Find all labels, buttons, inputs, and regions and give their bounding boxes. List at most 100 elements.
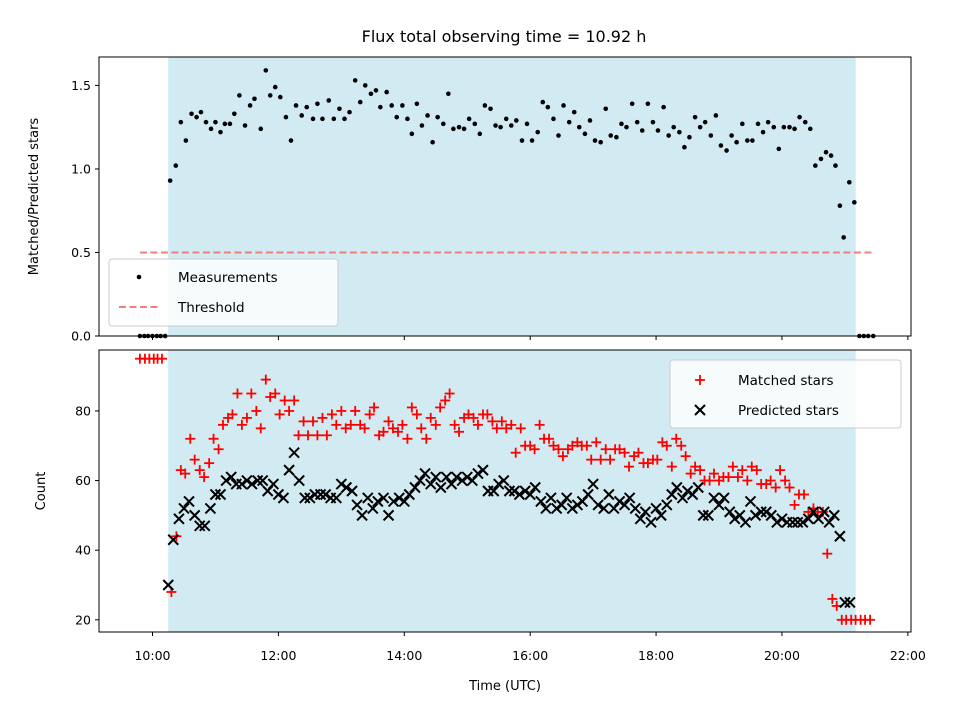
predicted-star-point xyxy=(639,506,652,518)
y-tick-label: 80 xyxy=(75,403,91,418)
predicted-star-point xyxy=(256,474,269,487)
measurement-point xyxy=(671,124,676,130)
measurement-point xyxy=(208,126,214,132)
measurement-point xyxy=(760,129,766,135)
predicted-star-point xyxy=(367,502,379,515)
predicted-star-point xyxy=(204,502,217,515)
measurement-point xyxy=(823,149,829,155)
predicted-star-point xyxy=(503,485,516,497)
predicted-star-point xyxy=(697,509,709,522)
measurement-point xyxy=(503,116,509,122)
measurement-point xyxy=(603,106,609,112)
y-tick-label: 60 xyxy=(75,473,91,488)
predicted-star-point xyxy=(598,502,610,515)
predicted-star-point xyxy=(834,530,846,542)
legend-cross-glyph xyxy=(694,404,706,416)
measurement-point xyxy=(582,131,588,137)
measurement-point xyxy=(178,119,184,125)
measurement-point xyxy=(320,116,325,122)
measurement-point xyxy=(477,131,483,137)
x-tick-label: 18:00 xyxy=(638,648,674,663)
predicted-star-point xyxy=(765,509,777,522)
predicted-star-point xyxy=(440,471,453,483)
predicted-star-point xyxy=(776,513,788,525)
x-tick-label: 20:00 xyxy=(764,648,800,663)
measurement-point xyxy=(724,148,729,153)
measurement-point xyxy=(247,103,253,108)
predicted-star-point xyxy=(535,495,547,508)
measurement-point xyxy=(661,104,666,110)
predicted-star-point xyxy=(377,492,390,504)
measurement-point xyxy=(378,104,383,110)
measurement-point xyxy=(488,106,493,112)
predicted-star-point xyxy=(304,492,316,504)
measurement-point xyxy=(352,78,358,83)
predicted-star-point xyxy=(671,481,683,494)
predicted-star-point xyxy=(162,579,174,591)
measurement-point xyxy=(213,119,218,125)
predicted-star-point xyxy=(560,492,573,504)
predicted-star-point xyxy=(729,513,741,525)
predicted-star-point xyxy=(362,492,374,504)
measurement-point xyxy=(435,114,440,120)
predicted-star-point xyxy=(623,492,636,504)
predicted-star-point xyxy=(194,520,206,532)
predicted-star-point xyxy=(277,492,290,504)
predicted-star-point xyxy=(508,485,521,497)
predicted-star-point xyxy=(283,464,295,476)
axes-ratio: 0.0 0.5 1.0 1.5 Matched/Predicted stars Mea… xyxy=(27,56,912,344)
predicted-star-point xyxy=(582,488,594,501)
predicted-star-point xyxy=(692,481,704,494)
measurement-point xyxy=(682,144,687,150)
predicted-star-point xyxy=(791,516,804,529)
predicted-star-point xyxy=(340,481,353,494)
predicted-star-point xyxy=(435,481,447,494)
measurement-point xyxy=(740,121,745,127)
predicted-star-point xyxy=(398,495,410,508)
predicted-star-point xyxy=(351,499,363,511)
measurement-point xyxy=(619,121,624,127)
measurement-point xyxy=(514,118,519,123)
predicted-star-point xyxy=(173,513,185,525)
measurement-point xyxy=(394,114,400,120)
predicted-star-point xyxy=(356,509,368,522)
predicted-star-point xyxy=(613,495,626,508)
measurement-point xyxy=(535,129,541,135)
chart-title: Flux total observing time = 10.92 h xyxy=(362,27,647,46)
measurement-point xyxy=(598,139,603,145)
predicted-star-point xyxy=(214,488,227,501)
predicted-star-point xyxy=(414,474,426,487)
axes-frame xyxy=(98,349,912,633)
x-tick-label: 14:00 xyxy=(386,648,422,663)
measurement-point xyxy=(556,133,561,138)
measurement-point xyxy=(687,134,692,140)
predicted-star-point xyxy=(828,509,840,522)
predicted-star-point xyxy=(734,509,746,522)
predicted-star-point xyxy=(718,492,730,504)
predicted-star-point xyxy=(393,492,405,504)
predicted-star-point xyxy=(587,478,599,490)
predicted-star-point xyxy=(645,516,657,529)
predicted-star-point xyxy=(823,516,835,529)
measurement-point xyxy=(818,156,824,162)
y-tick-label: 0.5 xyxy=(71,245,91,260)
measurement-point xyxy=(472,121,478,127)
predicted-star-point xyxy=(267,478,280,490)
measurement-point xyxy=(331,116,337,122)
measurement-point xyxy=(813,163,818,168)
measurement-point xyxy=(389,103,394,108)
predicted-star-point xyxy=(550,502,563,515)
measurement-point xyxy=(529,138,535,143)
predicted-star-point xyxy=(430,471,442,483)
predicted-star-point xyxy=(513,488,526,501)
predicted-star-point xyxy=(771,516,783,529)
predicted-star-point xyxy=(749,509,762,522)
predicted-star-point xyxy=(288,446,300,459)
predicted-star-point xyxy=(713,499,725,511)
measurement-point xyxy=(650,119,656,125)
measurement-point xyxy=(508,123,514,128)
predicted-star-point xyxy=(545,492,557,504)
measurement-point xyxy=(347,109,352,115)
predicted-star-point xyxy=(199,520,211,532)
measurement-points xyxy=(137,68,876,339)
